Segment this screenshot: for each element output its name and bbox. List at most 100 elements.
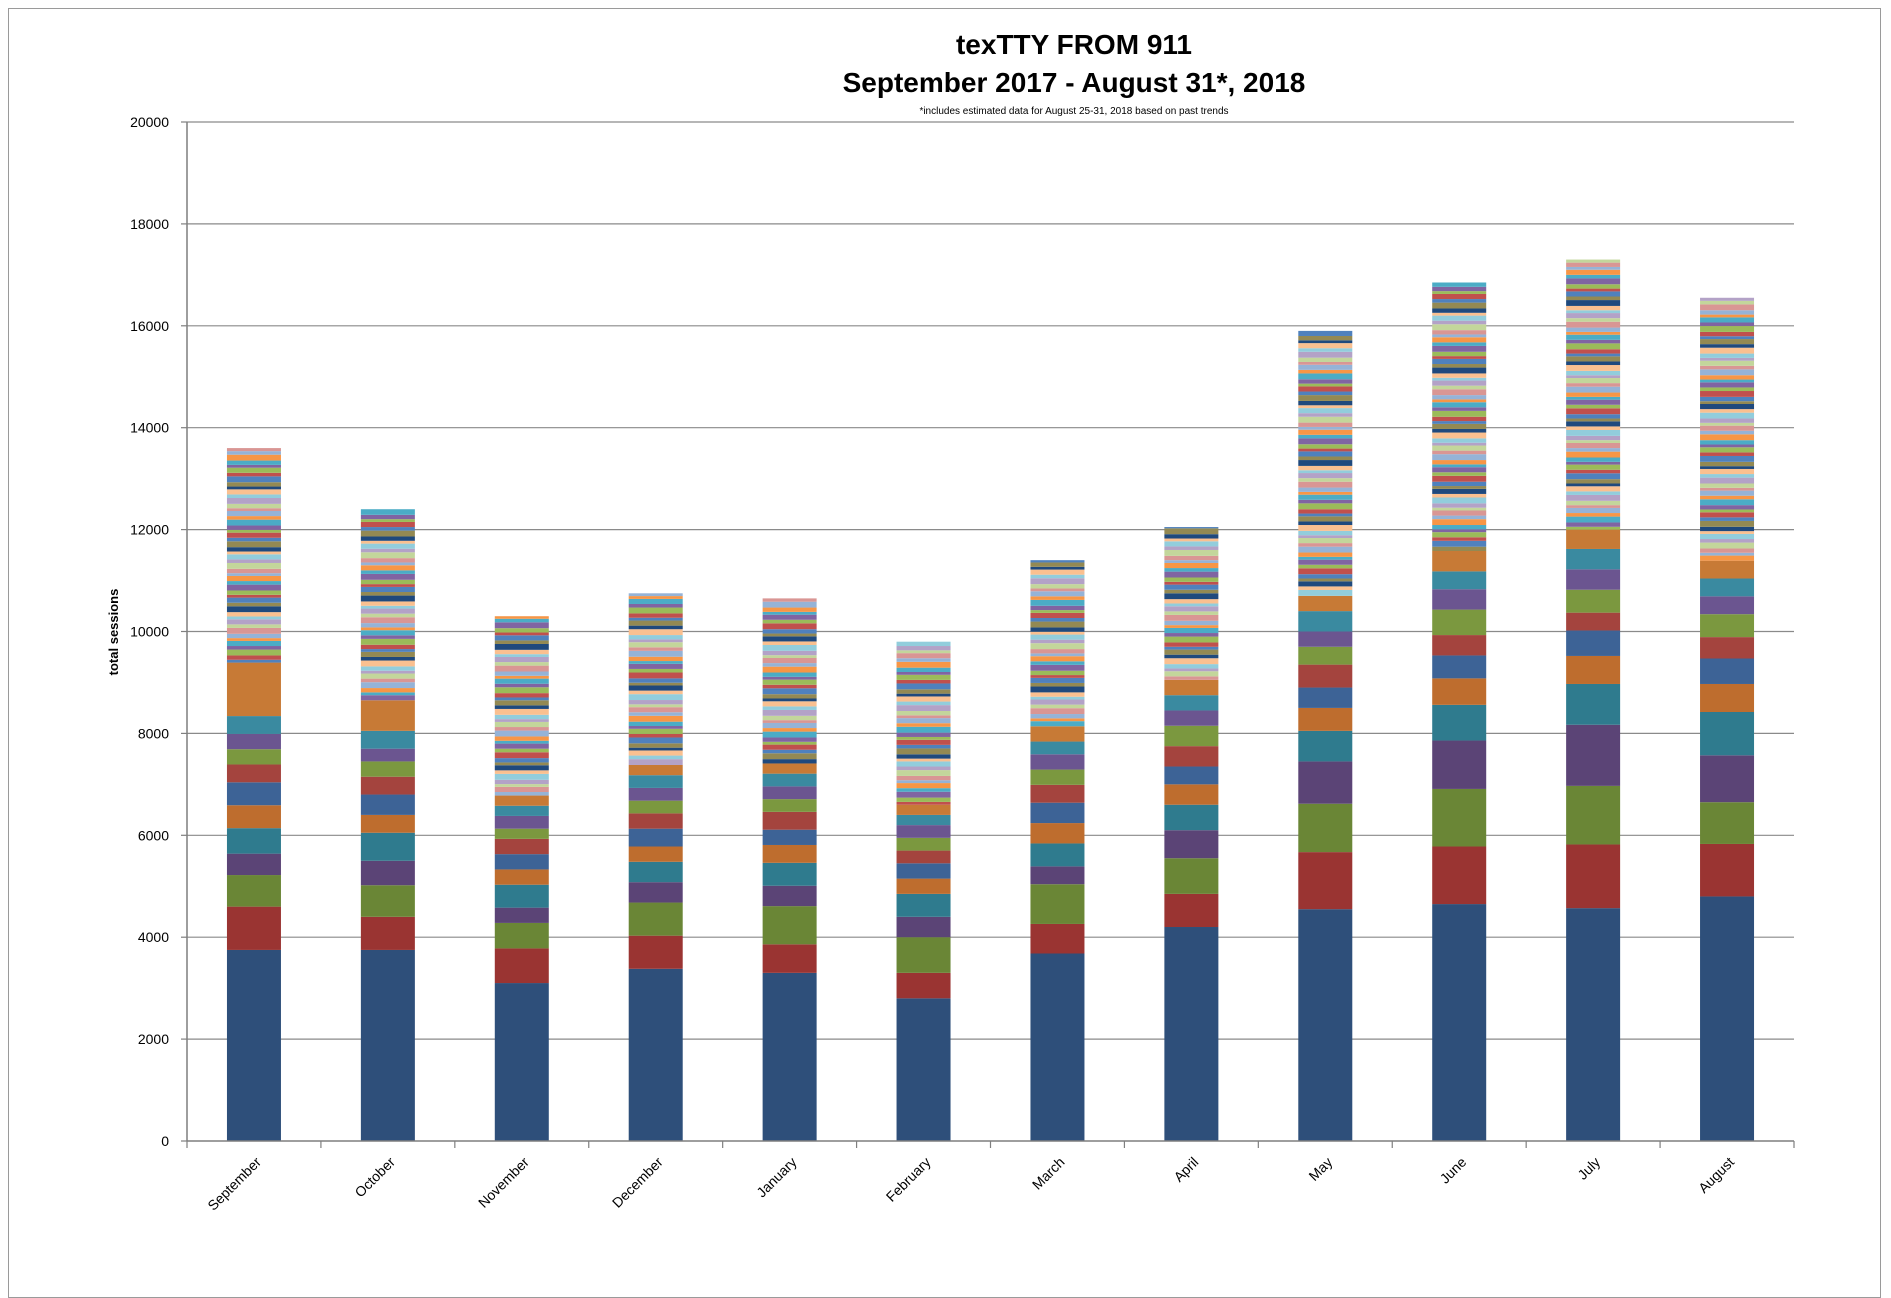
bar-segment: [1298, 340, 1353, 344]
chart-subtitle: September 2017 - August 31*, 2018: [843, 67, 1306, 98]
bar-segment: [1030, 823, 1085, 844]
bar-segment: [1164, 584, 1219, 590]
bar-segment: [1298, 426, 1353, 430]
bar-segment: [1030, 578, 1085, 585]
bar-segment: [1164, 577, 1219, 582]
bar-segment: [360, 695, 415, 701]
bar-segment: [1566, 442, 1621, 449]
bar-segment: [1030, 704, 1085, 709]
bar-segment: [226, 616, 281, 620]
bar-segment: [494, 815, 549, 829]
bar-segment: [1432, 609, 1487, 636]
bar-segment: [1432, 904, 1487, 1141]
bar-segment: [1164, 830, 1219, 859]
bar-segment: [896, 850, 951, 864]
bar-segment: [1432, 324, 1487, 331]
bar-segment: [226, 467, 281, 473]
bar-segment: [226, 508, 281, 512]
bar-segment: [628, 661, 683, 664]
bar-segment: [1298, 383, 1353, 387]
bar-segment: [762, 601, 817, 608]
bar-segment: [1566, 505, 1621, 508]
bar-segment: [762, 633, 817, 637]
bar-segment: [1700, 509, 1755, 513]
bar-segment: [1566, 321, 1621, 328]
bar-segment: [494, 838, 549, 855]
bar-segment: [360, 601, 415, 606]
bar-segment: [1298, 564, 1353, 569]
bar-segment: [494, 654, 549, 657]
bar-segment: [1700, 353, 1755, 358]
bar-segment: [360, 605, 415, 609]
bar-segment: [628, 603, 683, 608]
bar-segment: [494, 628, 549, 633]
bar-segment: [1700, 379, 1755, 383]
bar-segment: [1298, 391, 1353, 396]
bar-segment: [628, 813, 683, 829]
bar-segment: [628, 668, 683, 673]
bar-segment: [1030, 566, 1085, 570]
bar-segment: [628, 682, 683, 686]
bar-segment: [1030, 718, 1085, 722]
bar-segment: [226, 562, 281, 569]
bar-segment: [1432, 407, 1487, 411]
bar-segment: [226, 537, 281, 542]
bar-segment: [226, 460, 281, 465]
bar-segment: [1700, 425, 1755, 431]
bar-segment: [1432, 467, 1487, 473]
bar-segment: [1700, 336, 1755, 340]
bar-segment: [1164, 560, 1219, 563]
bar-segment: [1164, 555, 1219, 561]
bar-segment: [1700, 461, 1755, 467]
bar-segment: [628, 747, 683, 751]
bar-segment: [494, 705, 549, 709]
bar-segment: [1164, 636, 1219, 643]
bar-segment: [896, 770, 951, 776]
bar-segment: [226, 659, 281, 663]
bar-segment: [1566, 440, 1621, 443]
bar-segment: [1566, 343, 1621, 350]
bar-segment: [1164, 606, 1219, 612]
bar-segment: [628, 617, 683, 621]
bar-segment: [628, 607, 683, 614]
bar-segment: [1298, 456, 1353, 461]
bar-segment: [360, 514, 415, 520]
bar-segment: [896, 801, 951, 805]
bar-segment: [1298, 525, 1353, 531]
bar-segment: [494, 683, 549, 688]
bar-segment: [494, 765, 549, 771]
bar-segment: [1432, 589, 1487, 610]
bar-segment: [1700, 499, 1755, 506]
bar-segment: [494, 700, 549, 706]
bar-segment: [1298, 521, 1353, 526]
bar-segment: [1164, 611, 1219, 615]
bar-segment: [1298, 687, 1353, 708]
bar-segment: [628, 596, 683, 599]
bar-segment: [762, 645, 817, 651]
bar-segment: [762, 829, 817, 845]
bar-segment: [226, 584, 281, 591]
bar-segment: [1298, 379, 1353, 384]
bar-segment: [360, 536, 415, 541]
bar-segment: [1432, 486, 1487, 489]
bar-segment: [1432, 488, 1487, 494]
bar-segment: [628, 690, 683, 695]
bar-segment: [1298, 509, 1353, 514]
bar-segment: [494, 616, 549, 619]
bar-segment: [226, 472, 281, 477]
bar-segment: [226, 875, 281, 907]
bar-segment: [1030, 953, 1085, 1141]
bar-segment: [1700, 896, 1755, 1141]
bar-segment: [360, 860, 415, 886]
bar-segment: [494, 805, 549, 816]
bar-segment: [762, 773, 817, 787]
bar-segment: [1298, 611, 1353, 632]
bar-segment: [1164, 589, 1219, 594]
bar-segment: [226, 906, 281, 950]
y-tick-label: 4000: [138, 929, 169, 945]
bar-segment: [896, 705, 951, 711]
bar-segment: [1566, 300, 1621, 306]
bar-segment: [494, 632, 549, 636]
bar-segment: [1566, 429, 1621, 436]
